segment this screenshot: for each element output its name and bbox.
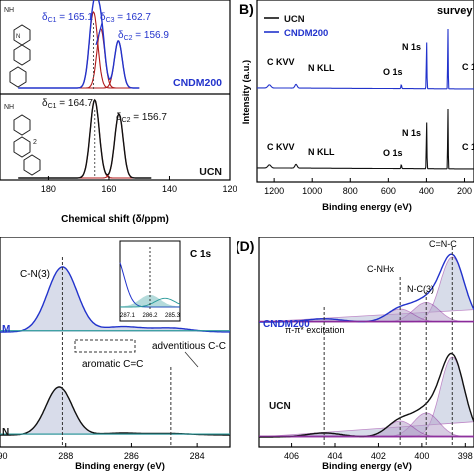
ucn-area bbox=[0, 387, 230, 435]
x-tick-label: 800 bbox=[343, 186, 358, 196]
peak-label-c1: δC1 = 165.1 bbox=[42, 12, 93, 24]
legend-cndm200: M bbox=[2, 324, 10, 335]
x-axis-label: Binding energy (eV) bbox=[322, 461, 412, 472]
y-axis-label: Intensity (a.u.) bbox=[241, 60, 252, 124]
legend-ucn: UCN bbox=[199, 166, 222, 178]
pointer-line bbox=[184, 351, 199, 368]
peak-annotation: N 1s bbox=[402, 128, 421, 138]
panel-c-inset: 287.1 286.2 285.3 bbox=[119, 240, 181, 322]
triazine-structure-icon: NH 2 bbox=[4, 104, 41, 176]
panel-d-chart: (D) π-π* excitation C-NHx N-C(3) C=N-C CNDM… bbox=[237, 237, 474, 472]
x-tick-label: 1000 bbox=[302, 186, 322, 196]
panel-a-chart: NH N NH 2 δC1 = 165.1 δC3 = 162.7 δC2 = 15… bbox=[0, 0, 237, 225]
x-tick-label: 288 bbox=[58, 451, 73, 461]
arrow-icon bbox=[95, 22, 103, 46]
c1s-title: C 1s bbox=[190, 249, 212, 260]
cndm-nmr-line bbox=[18, 0, 140, 89]
legend-ucn: UCN bbox=[284, 14, 305, 25]
svg-text:N: N bbox=[16, 34, 20, 40]
x-tick-label: 286 bbox=[124, 451, 139, 461]
cndm-survey-line bbox=[257, 28, 474, 90]
panel-c-chart: C 1s 287.1 286.2 285.3 C-N(3) aromatic C=C a… bbox=[0, 237, 231, 472]
aromatic-bracket bbox=[74, 339, 136, 353]
survey-title: survey spectra bbox=[437, 5, 474, 17]
panel-label-b: B) bbox=[239, 1, 254, 17]
peak-annotation: O 1s bbox=[383, 148, 403, 158]
peak-annotation: C KVV bbox=[267, 57, 295, 67]
x-tick-label: 600 bbox=[381, 186, 396, 196]
peak-annotation: C 1s bbox=[462, 142, 474, 152]
peak-label-adventitious: adventitious C-C bbox=[152, 341, 226, 352]
panel-a-cndm-spectrum bbox=[18, 0, 140, 89]
x-axis-label: Binding energy (eV) bbox=[322, 202, 412, 213]
peak-annotation: C 1s bbox=[462, 62, 474, 72]
inset-tick-label: 285.3 bbox=[165, 313, 181, 319]
fit-peak-1 bbox=[72, 112, 146, 179]
inset-tick-label: 287.1 bbox=[120, 313, 136, 319]
x-tick-label: 400 bbox=[414, 451, 429, 461]
legend-ucn: UCN bbox=[269, 401, 291, 412]
panel-b-chart: B) Intensity (a.u.) survey spectra UCN C… bbox=[239, 0, 474, 213]
x-tick-label: 402 bbox=[371, 451, 386, 461]
peak-annotation: N KLL bbox=[308, 63, 335, 73]
svg-text:2: 2 bbox=[33, 139, 37, 146]
ucn-survey-line bbox=[257, 108, 474, 170]
panel-label-d: (D) bbox=[237, 238, 254, 254]
legend-cndm200: CNDM200 bbox=[173, 77, 222, 89]
x-tick-label: 160 bbox=[101, 184, 116, 194]
inset-tick-label: 286.2 bbox=[142, 313, 158, 319]
peak-label-pi: π-π* excitation bbox=[285, 325, 344, 335]
x-tick-label: 180 bbox=[41, 184, 56, 194]
cndm-c1s-line bbox=[0, 266, 231, 333]
x-tick-label: 400 bbox=[419, 186, 434, 196]
peak-annotation: C KVV bbox=[267, 142, 295, 152]
triazine-structure-icon: NH N bbox=[4, 7, 31, 88]
peak-label-nc3: N-C(3) bbox=[407, 284, 434, 294]
x-tick-label: 406 bbox=[284, 451, 299, 461]
x-tick-label: 200 bbox=[457, 186, 472, 196]
x-tick-label: 1200 bbox=[264, 186, 284, 196]
panel-d-spectra bbox=[258, 253, 474, 438]
legend-cndm200: CNDM200 bbox=[263, 319, 310, 330]
ucn-nmr-line bbox=[18, 98, 152, 179]
panel-a-frame bbox=[0, 0, 231, 181]
peak-annotation: N KLL bbox=[308, 147, 335, 157]
legend-ucn: N bbox=[2, 427, 9, 438]
peak-label-cnc: C=N-C bbox=[429, 239, 457, 249]
peak-label-cnhx: C-NHx bbox=[367, 264, 394, 274]
panel-c-frame bbox=[0, 237, 231, 448]
panel-b-frame bbox=[256, 0, 474, 183]
legend-cndm200: CNDM200 bbox=[284, 28, 328, 39]
peak-label-c3: δC3 = 162.7 bbox=[100, 12, 151, 24]
peak-label-aromatic: aromatic C=C bbox=[82, 359, 143, 370]
svg-text:NH: NH bbox=[4, 104, 14, 111]
x-tick-label: 290 bbox=[0, 451, 8, 461]
x-tick-label: 404 bbox=[327, 451, 342, 461]
x-axis-label: Chemical shift (δ/ppm) bbox=[61, 214, 169, 225]
peak-annotation: O 1s bbox=[383, 67, 403, 77]
panel-c-spectra bbox=[0, 266, 231, 436]
peak-label-cn3: C-N(3) bbox=[20, 269, 50, 280]
peak-label-c2: δC2 = 156.9 bbox=[118, 30, 169, 42]
x-tick-label: 120 bbox=[222, 184, 237, 194]
x-axis-label: Binding energy (eV) bbox=[75, 461, 165, 472]
svg-text:NH: NH bbox=[4, 7, 14, 14]
panel-b-spectra bbox=[257, 28, 474, 170]
peak-annotation: N 1s bbox=[402, 42, 421, 52]
x-tick-label: 284 bbox=[190, 451, 205, 461]
panel-d-frame bbox=[258, 237, 474, 448]
cndm-area bbox=[0, 267, 230, 332]
x-tick-label: 398 bbox=[458, 451, 473, 461]
x-tick-label: 140 bbox=[162, 184, 177, 194]
peak-label-c1: δC1 = 164.7 bbox=[42, 98, 93, 110]
peak-label-c2: δC2 = 156.7 bbox=[116, 112, 167, 124]
